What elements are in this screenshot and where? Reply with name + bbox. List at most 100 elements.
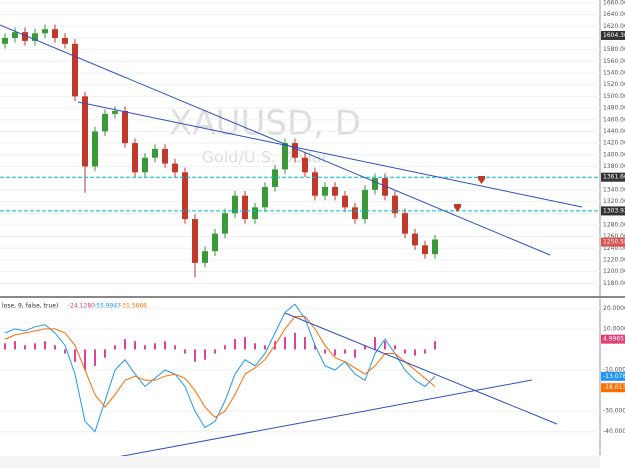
alert-arrow <box>454 204 461 212</box>
trend-line <box>77 101 583 208</box>
histogram-bar <box>4 343 6 350</box>
histogram-bar <box>164 341 166 350</box>
trend-line <box>0 24 551 256</box>
candle-body <box>122 110 128 144</box>
candle-body <box>412 233 418 246</box>
y-tick-label: 1320.00 <box>603 198 625 205</box>
bottom-toolbar <box>0 456 600 468</box>
histogram-bar <box>204 349 206 360</box>
histogram-bar <box>194 349 196 362</box>
candle-body <box>192 219 198 263</box>
histogram-bar <box>414 349 416 356</box>
candle-body <box>422 245 428 255</box>
candle-body <box>172 163 178 173</box>
candle-body <box>402 213 408 234</box>
candle-body <box>112 110 118 114</box>
price-badge <box>601 206 625 216</box>
histogram-bar <box>214 349 216 354</box>
candle-body <box>2 37 8 44</box>
price-badge-label: 1303.93 <box>603 207 625 214</box>
candle-body <box>12 32 18 38</box>
histogram-bar <box>304 337 306 350</box>
histogram-bar <box>394 345 396 350</box>
candle-body <box>72 43 78 97</box>
trend-line <box>284 312 558 425</box>
candle-body <box>92 131 98 167</box>
y-tick-label: 10.0000 <box>603 325 625 332</box>
price-badge-label: 4.9965 <box>603 336 624 343</box>
candle-body <box>362 189 368 220</box>
candle-body <box>272 169 278 187</box>
candle-body <box>372 178 378 190</box>
histogram-bar <box>314 345 316 350</box>
y-tick-label: 1180.00 <box>603 280 625 287</box>
y-tick-label: 1220.00 <box>603 256 625 263</box>
histogram-bar <box>374 337 376 350</box>
candle-body <box>292 143 298 158</box>
y-tick-label: 1380.00 <box>603 163 625 170</box>
y-tick-label: 1660.00 <box>603 0 625 6</box>
indicator-value: -31.5666 <box>120 303 147 310</box>
candle-body <box>152 148 158 158</box>
price-badge-label: -13.0787 <box>603 373 625 380</box>
candle-body <box>392 195 398 214</box>
y-tick-label: 1500.00 <box>603 93 625 100</box>
candle-body <box>232 195 238 214</box>
histogram-bar <box>74 349 76 362</box>
candle-body <box>262 186 268 208</box>
histogram-bar <box>324 349 326 354</box>
histogram-bar <box>44 341 46 350</box>
candle-body <box>162 148 168 164</box>
indicator-line <box>4 316 436 418</box>
candle-body <box>132 143 138 173</box>
candle-body <box>102 113 108 132</box>
y-tick-label: -10.0000 <box>603 367 625 374</box>
y-tick-label: -40.0000 <box>603 428 625 435</box>
y-tick-label: 1580.00 <box>603 46 625 53</box>
candle-body <box>52 29 58 38</box>
candle-body <box>342 195 348 208</box>
histogram-bar <box>344 349 346 354</box>
histogram-bar <box>284 337 286 350</box>
histogram-bar <box>144 345 146 350</box>
y-tick-label: 1460.00 <box>603 116 625 123</box>
trend-line <box>84 379 533 464</box>
histogram-bar <box>424 349 426 354</box>
candle-body <box>432 239 438 255</box>
candle-body <box>332 186 338 196</box>
candle-body <box>62 37 68 44</box>
y-tick-label: 1440.00 <box>603 128 625 135</box>
histogram-bar <box>154 343 156 350</box>
indicator-value: -55.9947 <box>94 303 121 310</box>
y-tick-label: 1540.00 <box>603 70 625 77</box>
y-tick-label: 1640.00 <box>603 11 625 18</box>
histogram-bar <box>224 345 226 350</box>
candle-body <box>212 233 218 252</box>
price-badge <box>601 383 625 393</box>
candle-body <box>382 178 388 196</box>
histogram-bar <box>364 345 366 350</box>
trend-lines <box>0 24 583 464</box>
histogram-bar <box>264 345 266 350</box>
price-badge <box>601 30 625 40</box>
histogram-bar <box>244 337 246 350</box>
y-tick-label: 1420.00 <box>603 140 625 147</box>
histogram-bar <box>174 345 176 350</box>
histogram-bar <box>54 345 56 350</box>
indicator-value: -24.1280 <box>68 303 95 310</box>
candle-body <box>32 33 38 41</box>
candle-body <box>302 157 308 173</box>
histogram-bar <box>34 343 36 350</box>
candle-body <box>42 29 48 34</box>
candle-body <box>22 32 28 41</box>
histogram-bar <box>434 341 436 350</box>
candle-body <box>142 157 148 173</box>
y-tick-label: 1520.00 <box>603 81 625 88</box>
histogram-bar <box>64 349 66 354</box>
y-tick-label: 1340.00 <box>603 186 625 193</box>
histogram-bar <box>294 332 296 350</box>
price-badge <box>601 334 625 344</box>
candle-body <box>222 213 228 234</box>
